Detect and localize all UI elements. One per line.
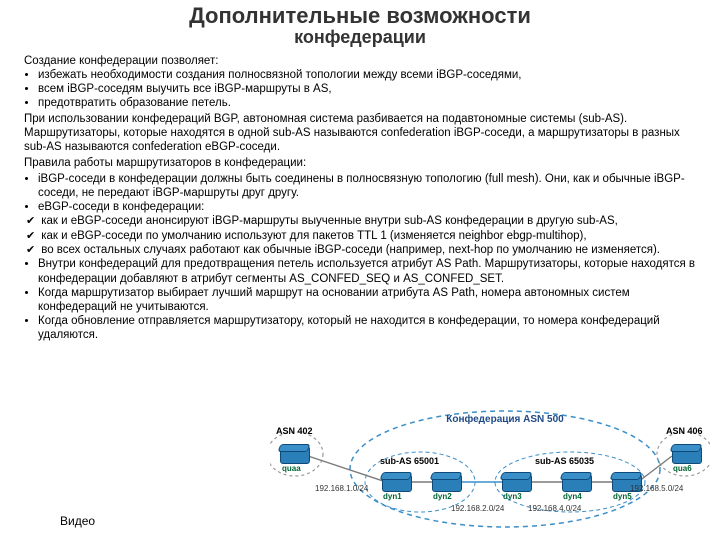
router-label: dyn4 (563, 492, 582, 501)
list-item: во всех остальных случаях работают как о… (26, 243, 696, 257)
list-item: как и eBGP-соседи по умолчанию использую… (26, 229, 696, 243)
intro-line: Создание конфедерации позволяет: (24, 54, 696, 68)
subnet-label: 192.168.5.0/24 (630, 484, 683, 493)
asn-label: ASN 406 (666, 426, 703, 436)
paragraph: Правила работы маршрутизаторов в конфеде… (24, 156, 696, 170)
router-label: dyn1 (383, 492, 402, 501)
body-text: Создание конфедерации позволяет: избежат… (0, 54, 720, 341)
bullet-list-1: избежать необходимости создания полносвя… (38, 68, 696, 110)
router-label: quaa (282, 464, 301, 473)
bullet-list-2: iBGP-соседи в конфедерации должны быть с… (38, 172, 696, 214)
list-item: всем iBGP-соседям выучить все iBGP-маршр… (38, 82, 696, 96)
router-icon (502, 474, 532, 492)
router-icon (562, 474, 592, 492)
confederation-diagram: ASN 402 ASN 406 Конфедерация ASN 500 sub… (270, 404, 710, 534)
page-subtitle: конфедерации (0, 27, 720, 48)
router-label: dyn5 (613, 492, 632, 501)
router-icon (672, 446, 702, 464)
list-item: Внутри конфедераций для предотвращения п… (38, 257, 696, 285)
router-label: qua6 (673, 464, 692, 473)
page-title: Дополнительные возможности (0, 4, 720, 27)
list-item: Когда маршрутизатор выбирает лучший марш… (38, 286, 696, 314)
router-label: dyn2 (433, 492, 452, 501)
sub-as-label: sub-AS 65035 (535, 456, 594, 466)
router-icon (432, 474, 462, 492)
router-label: dyn3 (503, 492, 522, 501)
router-icon (280, 446, 310, 464)
video-link[interactable]: Видео (60, 514, 95, 528)
subnet-label: 192.168.4.0/24 (528, 504, 581, 513)
list-item: Когда обновление отправляется маршрутиза… (38, 314, 696, 342)
list-item: предотвратить образование петель. (38, 96, 696, 110)
list-item: избежать необходимости создания полносвя… (38, 68, 696, 82)
sub-as-label: sub-AS 65001 (380, 456, 439, 466)
list-item: iBGP-соседи в конфедерации должны быть с… (38, 172, 696, 200)
router-icon (382, 474, 412, 492)
confederation-label: Конфедерация ASN 500 (445, 414, 565, 425)
subnet-label: 192.168.2.0/24 (451, 504, 504, 513)
check-list: как и eBGP-соседи анонсируют iBGP-маршру… (26, 214, 696, 257)
bullet-list-3: Внутри конфедераций для предотвращения п… (38, 257, 696, 341)
subnet-label: 192.168.1.0/24 (315, 484, 368, 493)
list-item: как и eBGP-соседи анонсируют iBGP-маршру… (26, 214, 696, 228)
list-item: eBGP-соседи в конфедерации: (38, 200, 696, 214)
asn-label: ASN 402 (276, 426, 313, 436)
paragraph: При использовании конфедераций BGP, авто… (24, 112, 696, 154)
